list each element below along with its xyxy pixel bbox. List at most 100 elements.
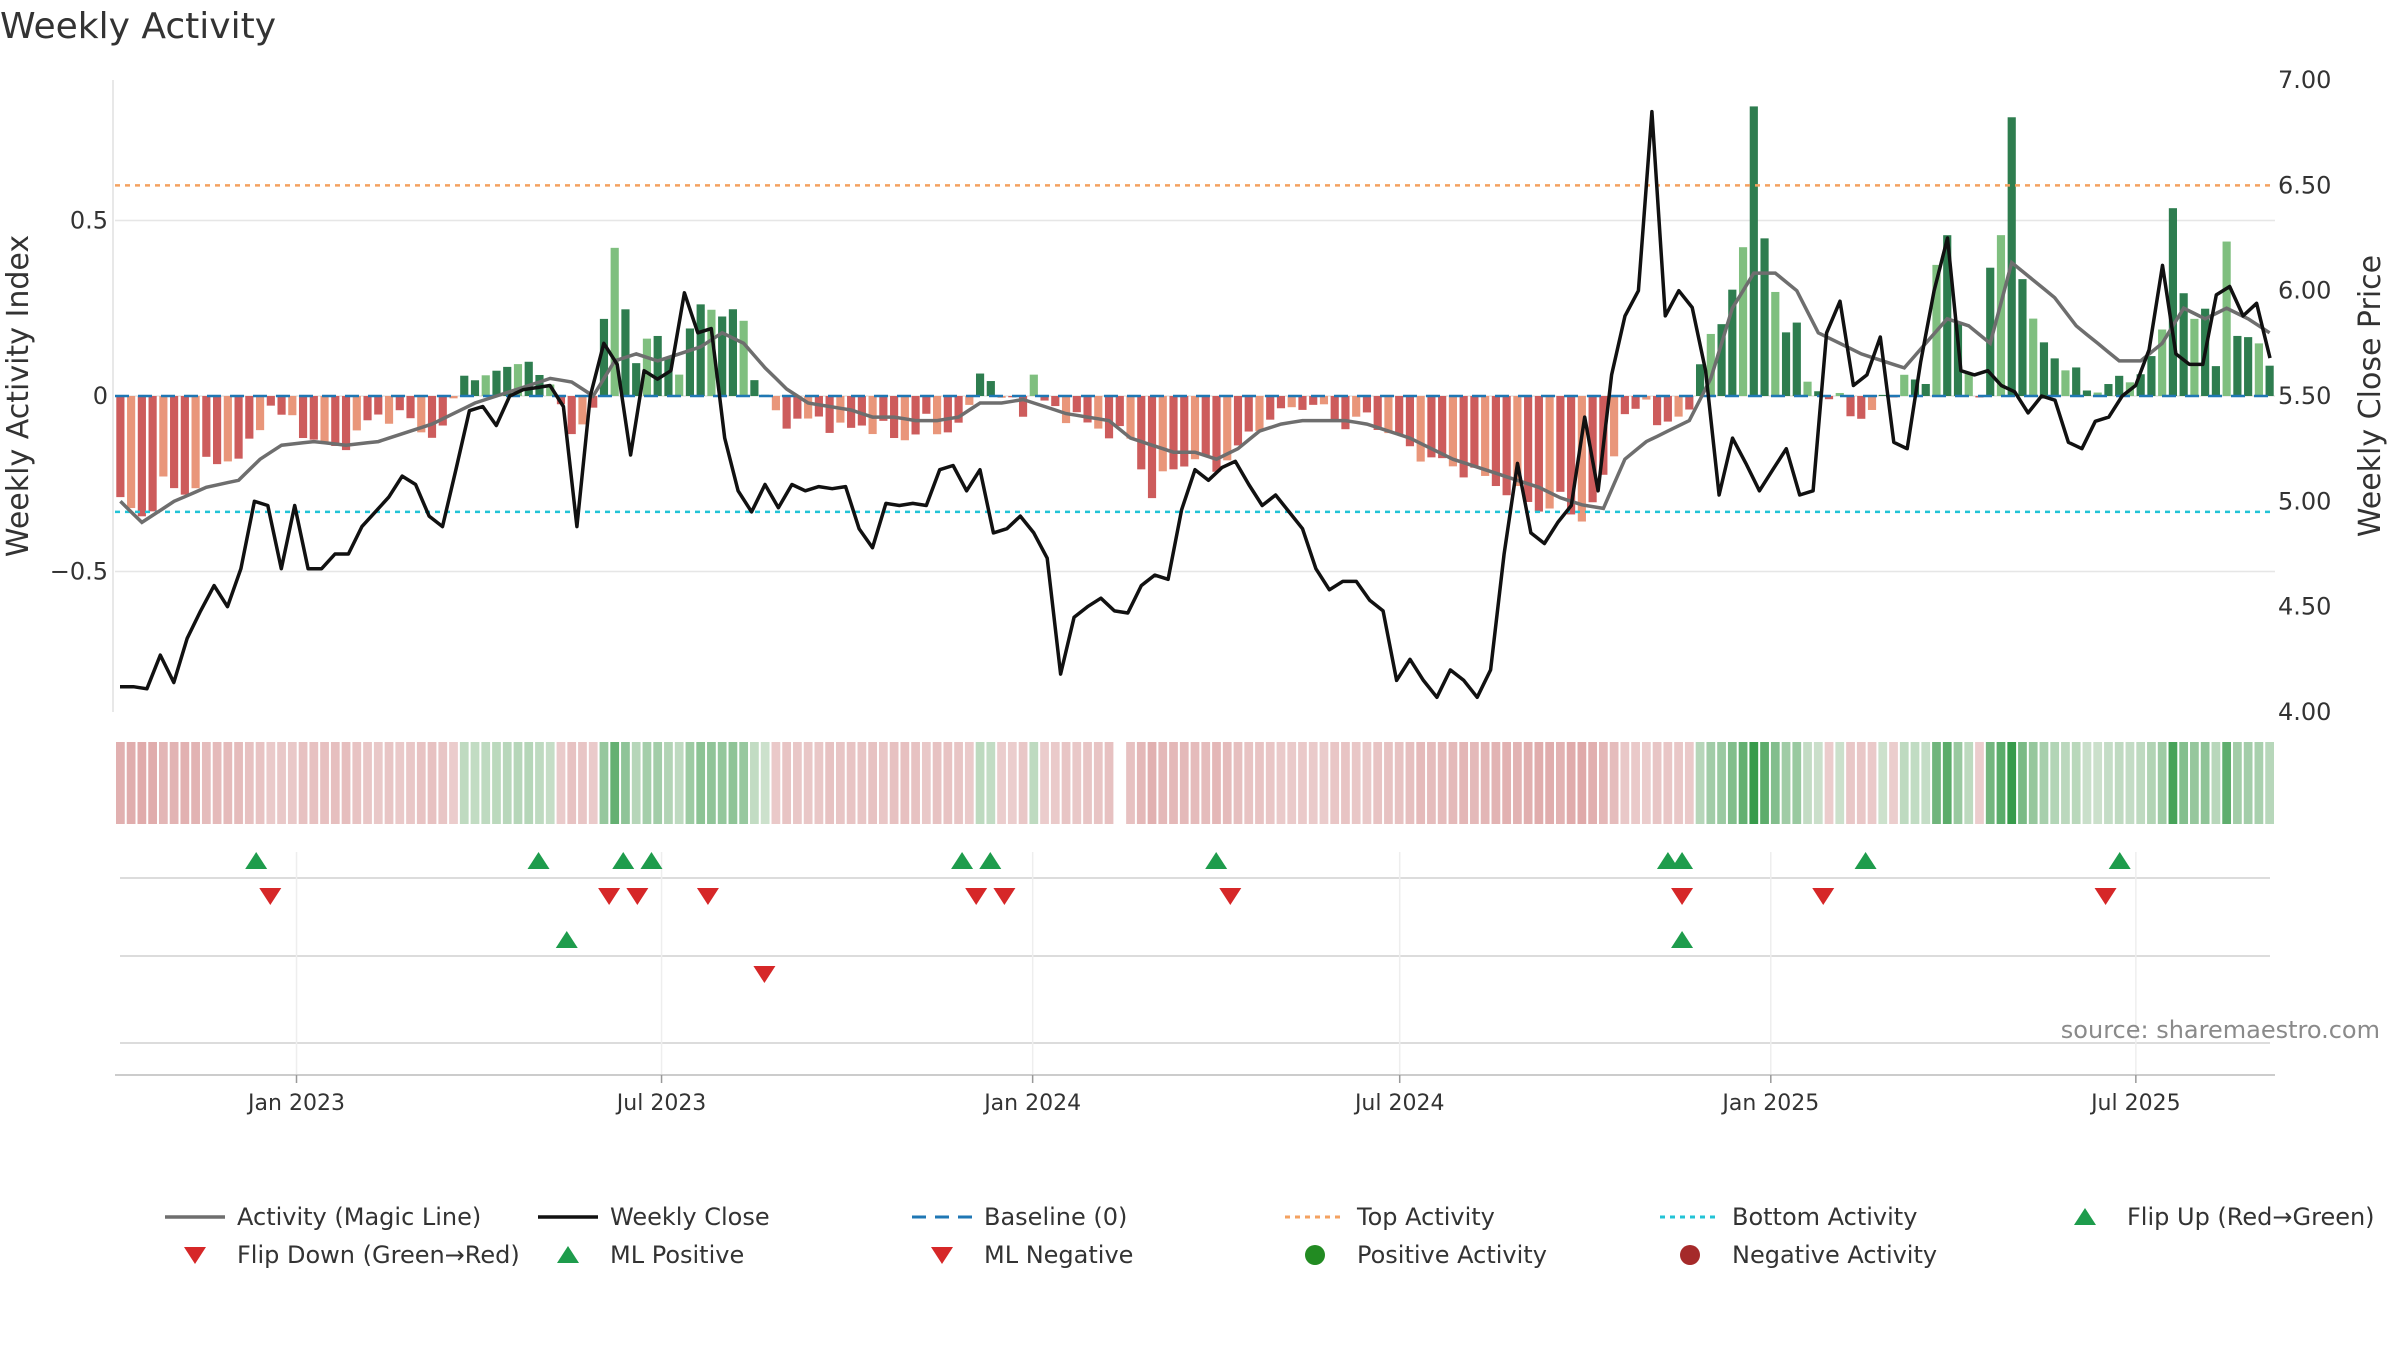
activity-bar	[1878, 394, 1887, 396]
right-tick-label: 6.50	[2278, 171, 2331, 199]
heat-cell	[868, 742, 877, 824]
heat-cell	[2050, 742, 2060, 824]
activity-bar	[309, 396, 318, 440]
legend-label-close: Weekly Close	[610, 1203, 770, 1231]
right-tick-label: 5.00	[2278, 487, 2331, 515]
heat-cell	[878, 742, 888, 824]
activity-bar	[1556, 396, 1565, 492]
flip-down-marker	[259, 888, 282, 905]
activity-bar	[1685, 396, 1694, 410]
legend-swatch-flipup	[2074, 1208, 2096, 1225]
right-tick-label: 5.50	[2278, 382, 2331, 410]
heat-cell	[234, 742, 243, 824]
heat-cell	[1975, 742, 1984, 824]
heat-cell	[1394, 742, 1404, 824]
heat-cell	[1824, 742, 1834, 824]
activity-bar	[1728, 289, 1737, 396]
activity-bar	[599, 318, 609, 396]
heat-cell	[2157, 742, 2167, 824]
heat-cell	[1856, 742, 1866, 824]
heat-cell	[1179, 742, 1189, 824]
heat-cell	[255, 742, 265, 824]
heat-cell	[1556, 742, 1565, 824]
activity-bar	[1448, 396, 1457, 467]
heat-cell	[2168, 742, 2178, 824]
heat-cell	[653, 742, 663, 824]
heat-cell	[1437, 742, 1447, 824]
activity-bar	[933, 396, 942, 435]
magic-line	[119, 259, 2271, 525]
activity-bar	[1857, 396, 1866, 419]
heat-cell	[212, 742, 222, 824]
weekly-close-line	[120, 109, 2272, 700]
activity-bar	[1771, 291, 1780, 396]
activity-bar	[1147, 396, 1157, 499]
activity-bar	[1362, 396, 1372, 413]
activity-bar	[2190, 318, 2199, 396]
legend-label-posact: Positive Activity	[1357, 1241, 1547, 1269]
heat-cell	[1158, 742, 1168, 824]
legend-label-flipdown: Flip Down (Green→Red)	[237, 1241, 520, 1269]
heat-cell	[900, 742, 910, 824]
activity-bar	[718, 316, 727, 396]
heat-cell	[750, 742, 759, 824]
activity-bar	[1029, 374, 1038, 396]
activity-bar	[180, 396, 189, 495]
activity-bar	[1695, 364, 1705, 396]
heat-cell	[1835, 742, 1845, 824]
activity-bar	[427, 396, 437, 438]
heat-cell	[642, 742, 652, 824]
activity-bar	[1104, 396, 1114, 439]
heat-cell	[599, 742, 609, 824]
heat-cell	[1631, 742, 1640, 824]
heat-cell	[481, 742, 491, 824]
activity-bar	[1846, 396, 1855, 417]
activity-bar	[2158, 329, 2167, 396]
heat-cell	[524, 742, 534, 824]
legend-label-mlneg: ML Negative	[984, 1241, 1133, 1269]
heat-cell	[836, 742, 845, 824]
activity-bar	[1900, 374, 1909, 396]
activity-bar	[2254, 343, 2263, 396]
activity-bar	[234, 396, 243, 459]
activity-bar	[1319, 396, 1329, 405]
activity-bar	[943, 396, 952, 433]
heat-cell	[266, 742, 276, 824]
heat-cell	[2254, 742, 2264, 824]
activity-bar	[417, 396, 426, 433]
heat-cell	[685, 742, 695, 824]
legend-label-bottom: Bottom Activity	[1732, 1203, 1917, 1231]
legend-item-mlpos: ML Positive	[557, 1241, 744, 1269]
activity-bar	[298, 396, 308, 439]
heat-cell	[975, 742, 985, 824]
heat-cell	[1427, 742, 1436, 824]
left-axis-label: Weekly Activity Index	[1, 235, 36, 557]
heat-cell	[943, 742, 953, 824]
heat-cell	[1770, 742, 1780, 824]
heat-cell	[1126, 742, 1135, 824]
activity-bar	[1137, 396, 1146, 470]
activity-bar	[513, 364, 523, 396]
activity-bar	[331, 396, 340, 446]
flip-up-marker	[1205, 852, 1228, 869]
heat-cell	[2125, 742, 2135, 824]
activity-bar	[1943, 235, 1952, 396]
activity-bar	[1545, 396, 1554, 509]
heat-cell	[2147, 742, 2156, 824]
activity-bar	[793, 396, 802, 419]
x-tick-label: Jul 2024	[1353, 1091, 1445, 1116]
x-tick-label: Jul 2023	[615, 1091, 707, 1116]
activity-bar	[1051, 396, 1060, 407]
heat-cell	[631, 742, 641, 824]
x-tick-label: Jul 2025	[2089, 1091, 2181, 1116]
activity-bar	[632, 363, 641, 396]
heat-cell	[1910, 742, 1920, 824]
activity-bar	[320, 396, 329, 444]
activity-bar	[1201, 396, 1210, 456]
activity-bar	[1567, 396, 1576, 515]
activity-bar	[1749, 106, 1758, 397]
flip-down-marker	[1671, 888, 1694, 905]
activity-bar	[1986, 267, 1995, 396]
heat-cell	[760, 742, 770, 824]
activity-bar	[2029, 318, 2038, 396]
